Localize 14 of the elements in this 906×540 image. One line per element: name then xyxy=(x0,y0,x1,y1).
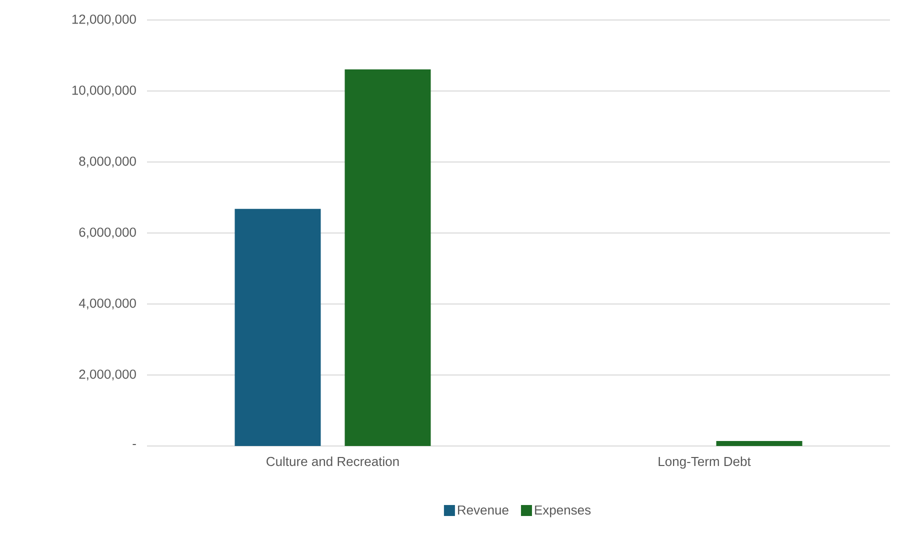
y-tick-label: - xyxy=(132,444,136,446)
legend-label: Revenue xyxy=(458,506,508,515)
x-tick-label: Long-Term Debt xyxy=(658,456,751,469)
bar xyxy=(344,69,431,446)
y-tick-label: 6,000,000 xyxy=(79,228,136,238)
x-tick-label: Culture and Recreation xyxy=(266,456,399,466)
y-tick-label: 12,000,000 xyxy=(72,14,136,26)
y-tick-label: 4,000,000 xyxy=(78,298,136,310)
y-tick-label: 8,000,000 xyxy=(79,156,136,168)
y-tick-label: 10,000,000 xyxy=(72,86,136,96)
legend-label: Expenses xyxy=(535,506,591,518)
y-tick-label: 2,000,000 xyxy=(79,370,136,380)
bar xyxy=(716,441,802,446)
bar xyxy=(234,208,321,446)
